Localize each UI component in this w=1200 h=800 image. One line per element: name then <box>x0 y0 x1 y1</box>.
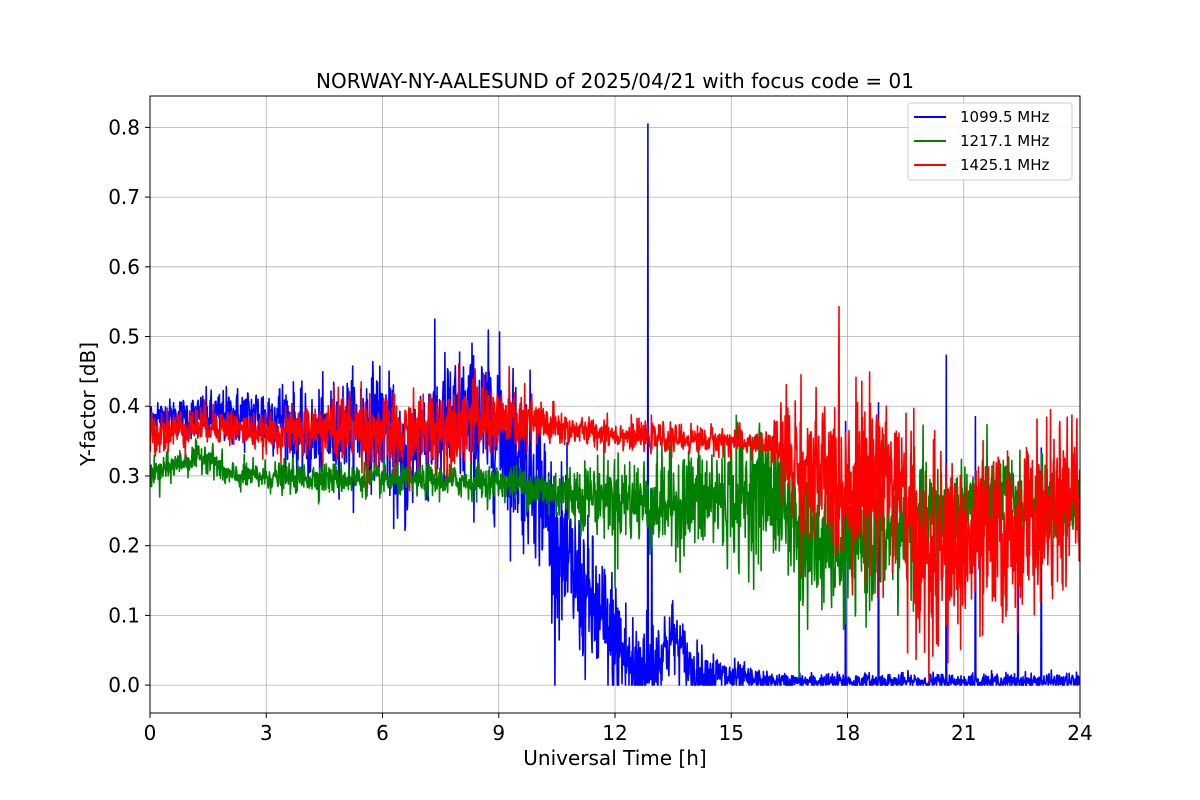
x-tick-label: 0 <box>144 721 157 745</box>
y-tick-label: 0.1 <box>108 603 140 627</box>
series-line-1 <box>150 123 1080 686</box>
y-tick-label: 0.2 <box>108 534 140 558</box>
y-tick-label: 0.8 <box>108 115 140 139</box>
y-axis-label: Y-factor [dB] <box>76 342 100 467</box>
legend-label: 1217.1 MHz <box>960 132 1049 150</box>
legend-box <box>907 102 1073 181</box>
x-tick-label: 18 <box>835 721 860 745</box>
x-axis-label: Universal Time [h] <box>523 746 706 770</box>
x-tick-label: 12 <box>602 721 627 745</box>
legend-label: 1099.5 MHz <box>960 108 1049 126</box>
legend: 1099.5 MHz 1217.1 MHz 1425.1 MHz <box>907 102 1073 181</box>
x-tick-label: 21 <box>951 721 976 745</box>
y-tick-label: 0.0 <box>108 673 140 697</box>
x-tick-label: 3 <box>260 721 273 745</box>
x-tick-label: 9 <box>492 721 505 745</box>
y-tick-label: 0.3 <box>108 464 140 488</box>
y-tick-label: 0.7 <box>108 185 140 209</box>
x-tick-label: 15 <box>719 721 744 745</box>
x-tick-label: 6 <box>376 721 389 745</box>
plot-area <box>150 123 1080 686</box>
y-tick-label: 0.6 <box>108 255 140 279</box>
y-tick-label: 0.5 <box>108 325 140 349</box>
legend-label: 1425.1 MHz <box>960 156 1049 174</box>
series-line-3 <box>150 305 1080 683</box>
y-tick-label: 0.4 <box>108 394 140 418</box>
chart-title: NORWAY-NY-AALESUND of 2025/04/21 with fo… <box>316 69 914 93</box>
axis-ticks: 0 3 6 9 12 15 18 21 24 0.0 0.1 0.2 0.3 0.4 0.5 0.6 0.7 0.… <box>108 115 1093 745</box>
x-tick-label: 24 <box>1067 721 1092 745</box>
